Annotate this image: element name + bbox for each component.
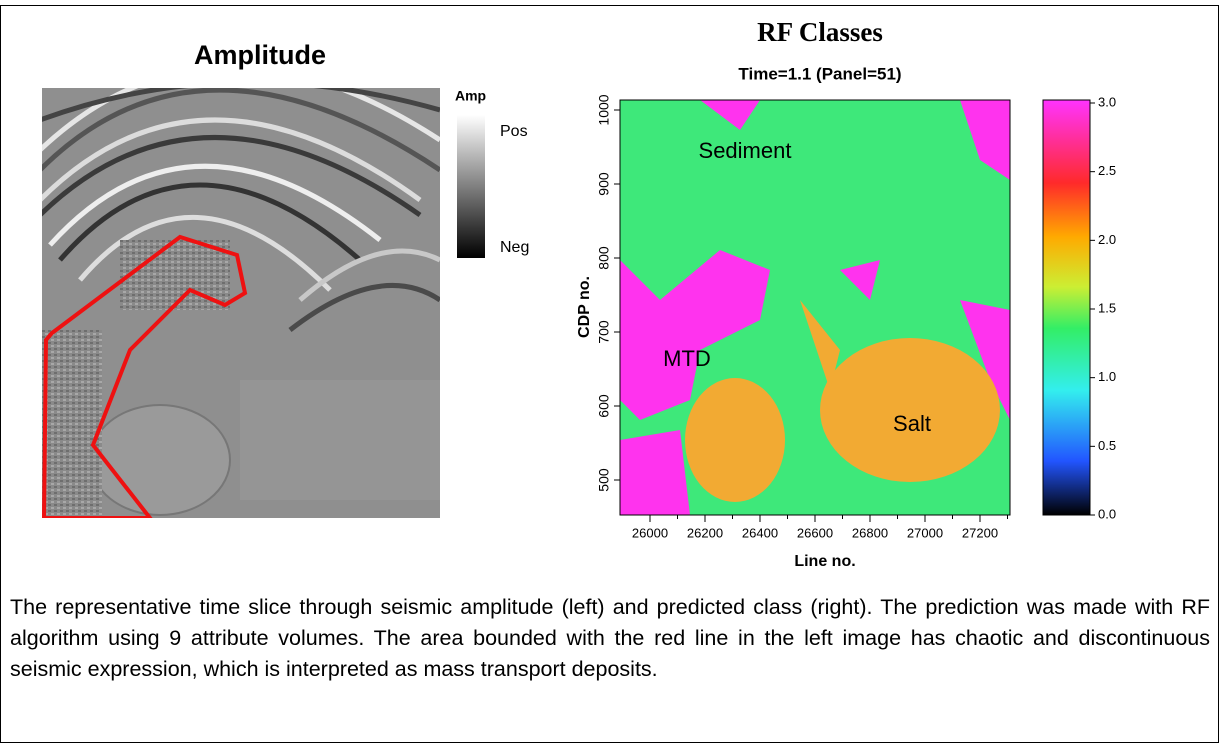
x-tick-label: 26200 — [687, 525, 723, 540]
x-tick-label: 27200 — [962, 525, 998, 540]
colorbar-tick-label: 1.5 — [1098, 300, 1116, 315]
x-tick-label: 26600 — [797, 525, 833, 540]
colorbar-tick-label: 3.0 — [1098, 94, 1116, 109]
right-title: RF Classes — [757, 17, 883, 47]
x-tick-label: 27000 — [907, 525, 943, 540]
seismic-image — [40, 67, 440, 520]
page: {"left_panel": {"title": "Amplitude", "l… — [0, 0, 1223, 745]
legend-title: Amp — [455, 88, 486, 104]
x-tick-label: 26000 — [632, 525, 668, 540]
y-tick-label: 800 — [596, 246, 612, 270]
y-tick-label: 1000 — [596, 94, 612, 125]
right-subtitle: Time=1.1 (Panel=51) — [738, 64, 901, 83]
caption: The representative time slice through se… — [10, 592, 1210, 685]
y-tick-label: 500 — [596, 468, 612, 492]
colorbar-tick-label: 2.5 — [1098, 163, 1116, 178]
colorbar-tick-label: 1.0 — [1098, 369, 1116, 384]
legend-bottom: Neg — [500, 239, 529, 256]
class-map — [620, 100, 1010, 515]
colorbar-tick-label: 0.5 — [1098, 438, 1116, 453]
annotation: MTD — [663, 346, 711, 371]
y-axis-label: CDP no. — [576, 276, 593, 338]
y-tick-label: 700 — [596, 320, 612, 344]
legend-top: Pos — [500, 123, 528, 140]
amp-colorbar — [457, 115, 485, 258]
y-tick-label: 600 — [596, 394, 612, 418]
colorbar-tick-label: 0.0 — [1098, 506, 1116, 521]
annotation: Salt — [893, 411, 931, 436]
annotation: Sediment — [699, 138, 792, 163]
x-tick-label: 26400 — [742, 525, 778, 540]
colorbar-tick-label: 2.0 — [1098, 232, 1116, 247]
left-title: Amplitude — [194, 40, 326, 70]
y-tick-label: 900 — [596, 172, 612, 196]
x-tick-label: 26800 — [852, 525, 888, 540]
class-colorbar — [1043, 100, 1090, 515]
x-axis-label: Line no. — [794, 553, 855, 570]
figure: Amplitude Amp Pos Neg RF Classes Time=1.… — [0, 0, 1223, 590]
